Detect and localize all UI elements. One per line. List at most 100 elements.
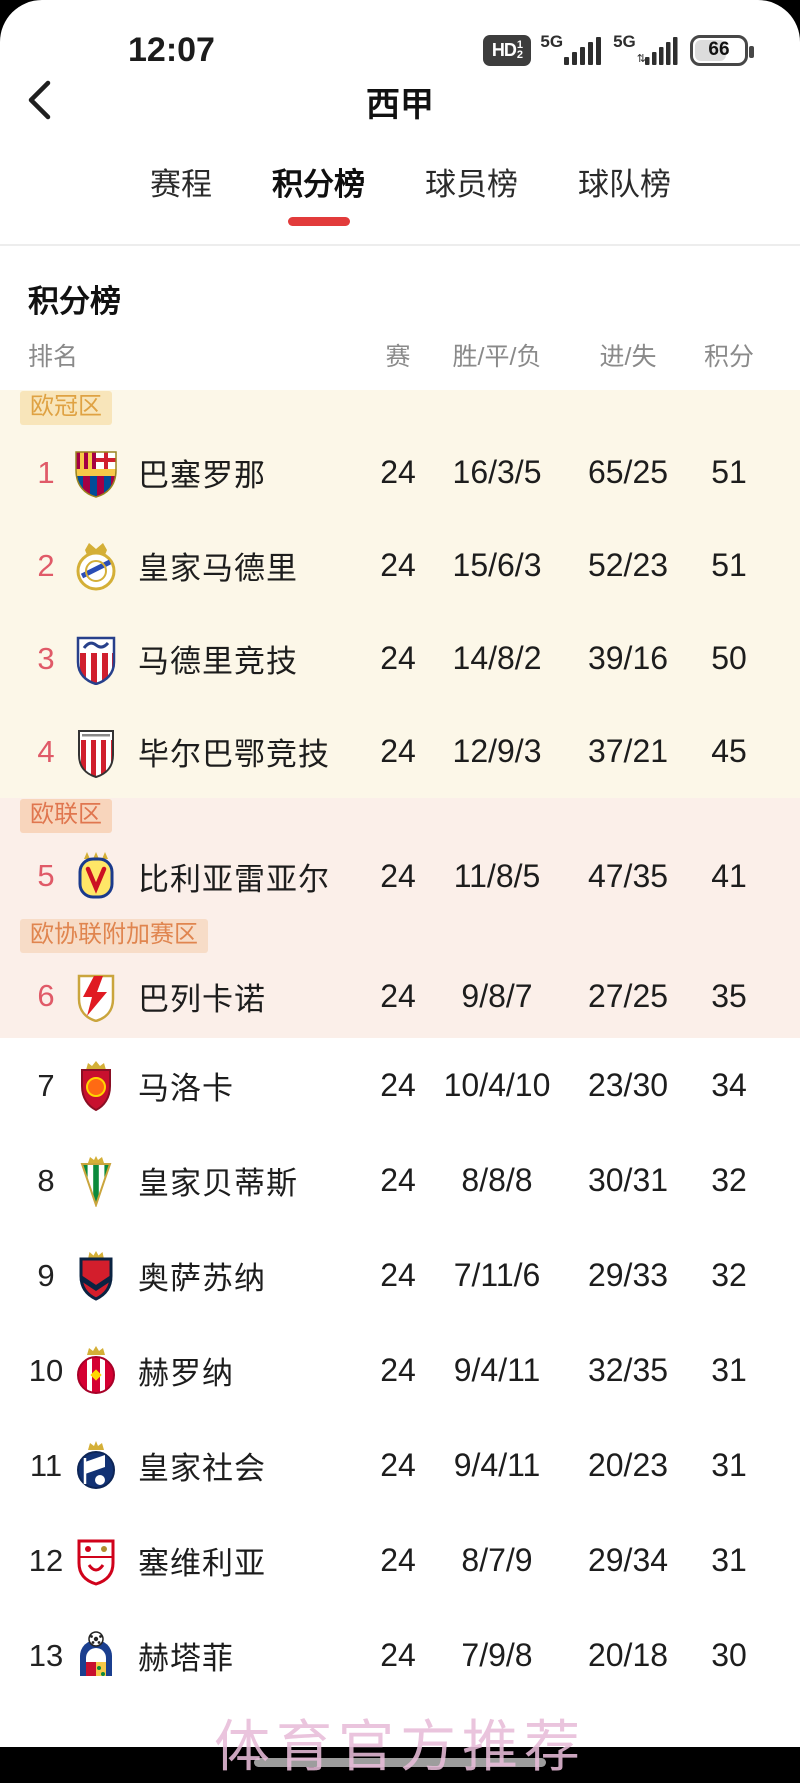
goals-cell: 30/31 <box>587 1162 669 1198</box>
points-cell: 34 <box>711 1067 747 1103</box>
played-cell: 24 <box>380 1257 416 1293</box>
header-goals: 进/失 <box>599 343 657 371</box>
goals-cell: 37/21 <box>587 733 669 769</box>
played-cell: 24 <box>380 733 416 769</box>
team-logo-osasuna <box>70 1250 122 1302</box>
header-points: 积分 <box>703 343 754 371</box>
points-cell: 30 <box>711 1637 747 1673</box>
goals-cell: 47/35 <box>587 857 669 894</box>
rank-cell: 13 <box>28 1637 64 1673</box>
team-name: 马洛卡 <box>138 1071 234 1106</box>
played-cell: 24 <box>380 454 416 490</box>
wdl-cell: 10/4/10 <box>443 1067 551 1103</box>
active-tab-indicator <box>287 216 350 226</box>
team-name: 塞维利亚 <box>138 1546 266 1581</box>
table-row[interactable]: 5 比利亚雷亚尔 24 11/8/5 47/35 41 <box>0 834 800 918</box>
played-cell: 24 <box>380 640 416 676</box>
table-body: 7 马洛卡 24 10/4/10 23/30 34 8 皇家贝蒂斯 24 8/8… <box>0 1038 800 1676</box>
goals-cell: 20/23 <box>587 1447 669 1483</box>
team-name: 马德里竞技 <box>138 644 298 679</box>
wdl-cell: 7/11/6 <box>453 1257 541 1293</box>
rank-cell: 5 <box>37 858 55 893</box>
rank-cell: 11 <box>29 1447 63 1483</box>
wdl-cell: 7/9/8 <box>461 1637 533 1673</box>
tab-teams[interactable]: 球队榜 <box>578 166 671 202</box>
table-row[interactable]: 3 马德里竞技 24 14/8/2 39/16 50 <box>0 612 800 705</box>
table-row[interactable]: 10 赫罗纳 24 9/4/11 32/35 31 <box>0 1323 800 1418</box>
header-wdl: 胜/平/负 <box>452 343 542 371</box>
team-name: 巴塞罗那 <box>138 458 266 493</box>
page-title: 西甲 <box>366 85 434 124</box>
back-button[interactable] <box>26 76 62 124</box>
team-logo-rayo-vallecano <box>70 970 122 1022</box>
zone-champions-league: 欧冠区 1 巴塞罗那 24 16/3/5 65/25 51 2 皇家马德里 24… <box>0 390 800 798</box>
tab-standings[interactable]: 积分榜 <box>272 145 365 232</box>
played-cell: 24 <box>380 1542 416 1578</box>
home-indicator[interactable] <box>254 1758 546 1767</box>
team-logo-girona <box>70 1345 122 1397</box>
wdl-cell: 16/3/5 <box>452 454 542 490</box>
zone-label-cl: 欧冠区 <box>20 391 112 425</box>
played-cell: 24 <box>380 1162 416 1198</box>
team-name: 皇家社会 <box>138 1451 266 1486</box>
points-cell: 51 <box>711 454 747 490</box>
table-row[interactable]: 8 皇家贝蒂斯 24 8/8/8 30/31 32 <box>0 1133 800 1228</box>
goals-cell: 20/18 <box>587 1637 669 1673</box>
table-row[interactable]: 1 巴塞罗那 24 16/3/5 65/25 51 <box>0 426 800 519</box>
table-row[interactable]: 9 奥萨苏纳 24 7/11/6 29/33 32 <box>0 1228 800 1323</box>
table-row[interactable]: 7 马洛卡 24 10/4/10 23/30 34 <box>0 1038 800 1133</box>
header-played: 赛 <box>385 343 411 371</box>
played-cell: 24 <box>380 857 416 894</box>
table-row[interactable]: 4 毕尔巴鄂竞技 24 12/9/3 37/21 45 <box>0 705 800 798</box>
rank-cell: 4 <box>37 733 55 769</box>
nav-bar: 西甲 <box>0 70 800 132</box>
rank-cell: 7 <box>37 1067 55 1103</box>
played-cell: 24 <box>380 1637 416 1673</box>
goals-cell: 29/33 <box>587 1257 669 1293</box>
header-rank: 排名 <box>28 343 79 371</box>
team-logo-atletico-madrid <box>70 633 122 685</box>
team-name: 毕尔巴鄂竞技 <box>138 737 330 772</box>
rank-cell: 6 <box>37 978 55 1013</box>
wdl-cell: 15/6/3 <box>452 547 542 583</box>
played-cell: 24 <box>380 547 416 583</box>
table-row[interactable]: 12 塞维利亚 24 8/7/9 29/34 31 <box>0 1513 800 1608</box>
points-cell: 32 <box>711 1162 747 1198</box>
team-logo-real-sociedad <box>70 1440 122 1492</box>
team-logo-mallorca <box>70 1060 122 1112</box>
tab-players[interactable]: 球员榜 <box>425 166 518 202</box>
played-cell: 24 <box>380 1352 416 1388</box>
points-cell: 31 <box>711 1352 747 1388</box>
wdl-cell: 8/7/9 <box>461 1542 533 1578</box>
points-cell: 51 <box>711 547 747 583</box>
points-cell: 45 <box>711 733 747 769</box>
team-logo-real-madrid <box>70 540 122 592</box>
played-cell: 24 <box>380 1447 416 1483</box>
goals-cell: 65/25 <box>587 454 669 490</box>
table-row[interactable]: 13 赫塔菲 24 7/9/8 20/18 30 <box>0 1608 800 1676</box>
signal-sim2-icon: 5G ⇅ <box>613 33 679 65</box>
points-cell: 50 <box>711 640 747 676</box>
team-logo-sevilla <box>70 1535 122 1587</box>
tab-schedule[interactable]: 赛程 <box>150 166 212 202</box>
wdl-cell: 9/4/11 <box>453 1352 541 1388</box>
rank-cell: 8 <box>37 1162 55 1198</box>
table-row[interactable]: 11 皇家社会 24 9/4/11 20/23 31 <box>0 1418 800 1513</box>
zone-europa: 欧联区 5 比利亚雷亚尔 24 11/8/5 47/35 41 欧协联附加赛区 … <box>0 798 800 1038</box>
wdl-cell: 11/8/5 <box>453 857 541 894</box>
goals-cell: 39/16 <box>587 640 669 676</box>
bottom-system-bar <box>0 1747 800 1778</box>
goals-cell: 29/34 <box>587 1542 669 1578</box>
battery-icon: 66 <box>690 34 754 66</box>
clock: 12:07 <box>128 31 215 69</box>
team-name: 奥萨苏纳 <box>138 1261 266 1296</box>
table-row[interactable]: 2 皇家马德里 24 15/6/3 52/23 51 <box>0 519 800 612</box>
points-cell: 32 <box>711 1257 747 1293</box>
goals-cell: 52/23 <box>587 547 669 583</box>
table-row[interactable]: 6 巴列卡诺 24 9/8/7 27/25 35 <box>0 954 800 1038</box>
section-title: 积分榜 <box>28 284 121 319</box>
clipped-row-container: 13 赫塔菲 24 7/9/8 20/18 30 <box>0 1608 800 1676</box>
